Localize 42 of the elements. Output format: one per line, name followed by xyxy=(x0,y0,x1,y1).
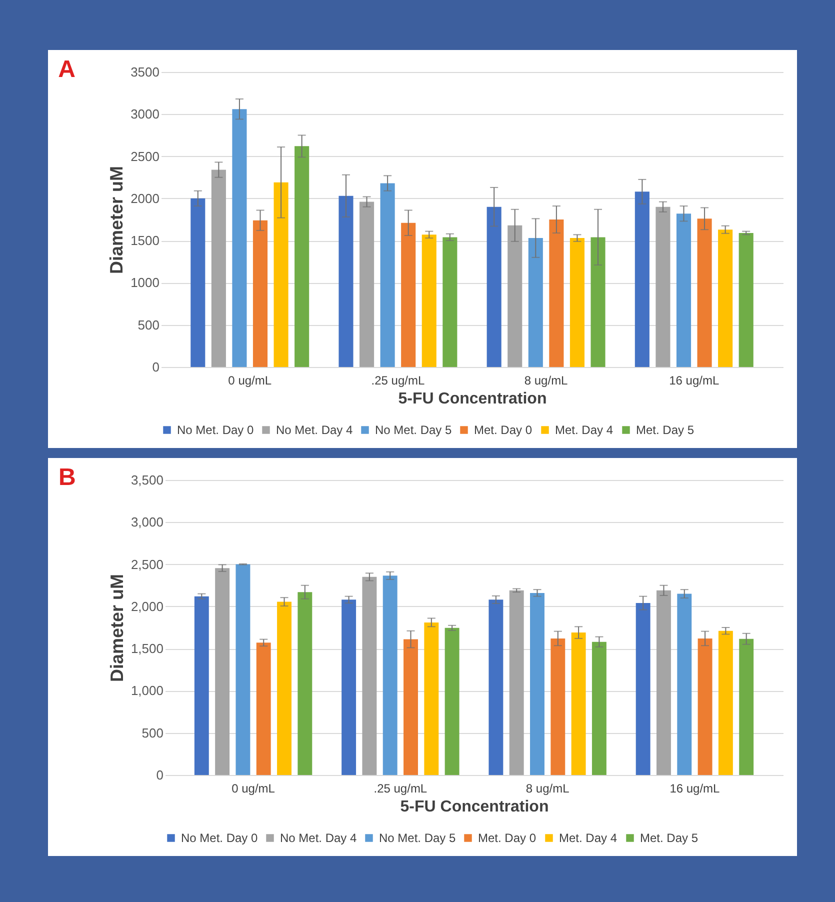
legend-label: No Met. Day 5 xyxy=(379,831,456,845)
x-tick-label: .25 ug/mL xyxy=(371,374,425,388)
legend-label: No Met. Day 4 xyxy=(280,831,358,845)
legend-label: No Met. Day 4 xyxy=(276,423,354,437)
y-tick-label: 3,500 xyxy=(130,472,164,488)
x-tick-label: 0 ug/mL xyxy=(232,782,276,796)
y-tick-label: 1,500 xyxy=(130,641,164,656)
x-tick-label: 8 ug/mL xyxy=(524,374,568,388)
y-tick-label: 3000 xyxy=(130,106,160,122)
legend-label: No Met. Day 0 xyxy=(181,831,258,845)
y-tick-label: 0 xyxy=(156,768,164,782)
legend-label: No Met. Day 5 xyxy=(375,423,452,437)
x-tick-label: 8 ug/mL xyxy=(526,782,570,796)
chart-title: B xyxy=(58,464,76,491)
y-tick-label: 0 xyxy=(152,360,160,374)
x-axis-title: 5-FU Concentration xyxy=(400,798,549,816)
y-tick-label: 1,000 xyxy=(130,683,164,698)
y-tick-label: 2,000 xyxy=(130,598,164,614)
chart-title: A xyxy=(58,56,76,83)
x-tick-label: .25 ug/mL xyxy=(374,782,428,796)
legend-label: No Met. Day 0 xyxy=(177,423,254,437)
y-tick-label: 1000 xyxy=(130,275,160,290)
y-tick-label: 2,500 xyxy=(130,556,164,572)
x-tick-label: 0 ug/mL xyxy=(228,374,272,388)
legend-label: Met. Day 4 xyxy=(555,423,614,437)
y-axis-title: Diameter uM xyxy=(106,166,127,274)
y-axis-title: Diameter uM xyxy=(106,574,127,682)
y-tick-label: 500 xyxy=(138,317,160,332)
y-tick-label: 3,000 xyxy=(130,514,164,530)
legend-label: Met. Day 0 xyxy=(474,423,532,437)
x-tick-label: 16 ug/mL xyxy=(670,782,720,796)
legend-label: Met. Day 0 xyxy=(478,831,536,845)
y-tick-label: 2500 xyxy=(130,148,160,164)
y-tick-label: 500 xyxy=(142,725,164,740)
y-tick-label: 1500 xyxy=(130,233,160,248)
legend-label: Met. Day 5 xyxy=(640,831,698,845)
x-axis-title: 5-FU Concentration xyxy=(398,390,547,408)
y-tick-label: 3500 xyxy=(130,64,160,80)
x-tick-label: 16 ug/mL xyxy=(669,374,720,388)
legend-label: Met. Day 4 xyxy=(559,831,618,845)
legend-label: Met. Day 5 xyxy=(636,423,694,437)
y-tick-label: 2000 xyxy=(130,190,160,206)
